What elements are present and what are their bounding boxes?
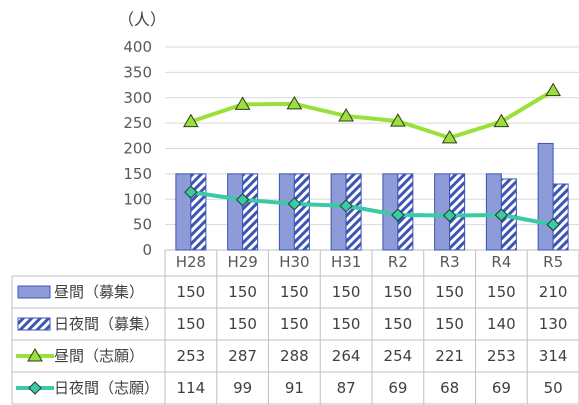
legend-label: 昼間（志願） <box>54 347 144 365</box>
x-tick-label: H31 <box>331 253 361 271</box>
x-tick-label: H29 <box>227 253 257 271</box>
x-tick-label: R4 <box>491 253 511 271</box>
y-axis-ticks: 0 50 100 150 200 250 300 350 400 <box>123 38 152 259</box>
table-cell: 221 <box>435 347 464 365</box>
bar <box>552 183 569 251</box>
legend-key <box>17 317 51 331</box>
table-cell: 287 <box>228 347 257 365</box>
bar <box>227 173 244 251</box>
table-cell: 69 <box>388 379 407 397</box>
x-axis-ticks: H28 H29 H30 H31 R2 R3 R4 R5 <box>176 253 563 271</box>
bar <box>190 173 207 251</box>
line-point-marker <box>286 95 303 110</box>
line-point-marker <box>234 96 251 110</box>
table-cell: 91 <box>285 379 304 397</box>
line-point-marker <box>441 129 458 144</box>
line-point-marker <box>442 208 457 223</box>
table-cell: 150 <box>332 315 361 333</box>
table-cell: 68 <box>440 379 459 397</box>
table-cell: 99 <box>233 379 252 397</box>
table-cell: 150 <box>280 283 309 301</box>
table-cell: 130 <box>539 315 568 333</box>
y-tick-label: 100 <box>123 190 152 208</box>
y-tick-label: 350 <box>123 63 152 81</box>
line-point-marker <box>494 208 509 222</box>
table-cell: 150 <box>228 315 257 333</box>
legend-label: 日夜間（志願） <box>54 379 159 397</box>
table-cell: 150 <box>487 283 516 301</box>
y-tick-label: 200 <box>123 140 152 158</box>
table-cell: 150 <box>228 283 257 301</box>
table-cell: 254 <box>384 347 413 365</box>
y-tick-label: 50 <box>133 216 152 234</box>
table-cell: 210 <box>539 283 568 301</box>
y-tick-label: 0 <box>142 241 152 259</box>
table-cell: 150 <box>384 315 413 333</box>
table-cell: 253 <box>177 347 206 365</box>
bar <box>330 173 347 251</box>
table-cell: 150 <box>435 315 464 333</box>
table-cell: 87 <box>337 379 356 397</box>
x-tick-label: R3 <box>440 253 460 271</box>
legend-key <box>17 285 51 299</box>
bar <box>175 173 192 251</box>
line-point-marker <box>339 199 353 213</box>
bar <box>537 142 554 251</box>
table-cell: 314 <box>539 347 568 365</box>
table-cell: 150 <box>384 283 413 301</box>
table-cell: 288 <box>280 347 309 365</box>
x-tick-label: H30 <box>279 253 309 271</box>
y-unit-label: （人） <box>118 10 166 29</box>
x-tick-label: R2 <box>388 253 408 271</box>
line-point-marker <box>390 113 406 127</box>
y-tick-label: 400 <box>123 38 152 56</box>
series-line <box>190 88 555 140</box>
data-table: 昼間（募集） 150 150 150 150 150 150 150 210 日夜間（募集） 150… <box>11 250 579 405</box>
table-cell: 150 <box>177 283 206 301</box>
x-tick-label: R5 <box>543 253 563 271</box>
line-point-marker <box>235 193 250 207</box>
table-cell: 140 <box>487 315 516 333</box>
table-cell: 150 <box>332 283 361 301</box>
table-cell: 150 <box>280 315 309 333</box>
line-point-marker <box>391 208 405 222</box>
legend-label: 昼間（募集） <box>54 283 144 301</box>
table-cell: 114 <box>177 379 206 397</box>
table-cell: 264 <box>332 347 361 365</box>
lines <box>183 82 561 232</box>
bar <box>293 173 310 251</box>
table-cell: 69 <box>492 379 511 397</box>
bar <box>345 173 362 251</box>
table-cell: 150 <box>177 315 206 333</box>
bar <box>278 173 295 251</box>
table-cell: 253 <box>487 347 516 365</box>
line-point-marker <box>545 82 561 97</box>
line-point-marker <box>338 108 354 122</box>
y-tick-label: 150 <box>123 165 152 183</box>
line-point-marker <box>493 113 510 128</box>
series-line <box>190 190 554 227</box>
line-point-marker <box>546 217 560 232</box>
line-point-marker <box>184 185 198 199</box>
legend-label: 日夜間（募集） <box>54 315 159 333</box>
bar <box>242 173 259 251</box>
table-cell: 50 <box>544 379 563 397</box>
line-point-marker <box>183 113 199 128</box>
y-tick-label: 300 <box>123 89 152 107</box>
line-point-marker <box>27 348 43 362</box>
line-point-marker <box>28 381 42 395</box>
table-cell: 150 <box>435 283 464 301</box>
y-tick-label: 250 <box>123 114 152 132</box>
x-tick-label: H28 <box>176 253 206 271</box>
line-point-marker <box>287 197 302 211</box>
